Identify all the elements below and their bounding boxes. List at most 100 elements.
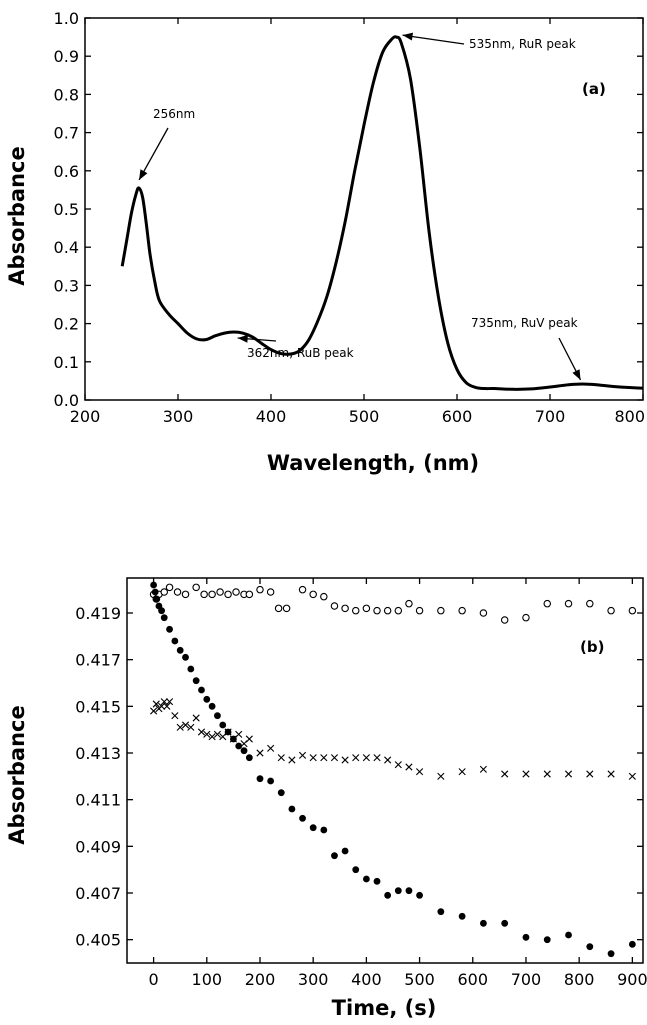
x-tick-label: 700 (511, 970, 542, 989)
cross-point (192, 714, 200, 722)
open-circle-point (160, 588, 168, 596)
filled-circle-point (362, 875, 370, 883)
open-circle-point (330, 602, 339, 610)
cross-point (362, 754, 370, 762)
open-circle-point (224, 590, 232, 599)
open-circle-point (458, 606, 466, 615)
y-tick-label: 0.9 (54, 47, 79, 66)
open-circle-point (181, 590, 190, 599)
open-circle-point (173, 588, 182, 596)
open-circle-point (628, 606, 637, 615)
y-tick-label: 0.413 (75, 744, 121, 763)
open-circle-point (437, 606, 445, 615)
plot-border (126, 577, 644, 964)
open-circle-point (479, 609, 488, 617)
y-tick-label: 0.6 (54, 162, 79, 181)
cross-point (501, 770, 509, 778)
open-circle-point (256, 585, 264, 594)
cross-point (203, 730, 211, 738)
open-circle-point (405, 599, 413, 608)
annotation-label: 362nm, RuB peak (247, 346, 354, 360)
filled-circle-point (628, 940, 636, 948)
x-tick-label: 800 (564, 970, 595, 989)
open-circle-point (564, 599, 573, 608)
filled-circle-point (214, 712, 221, 720)
filled-circle-point (320, 826, 328, 834)
plot-border (84, 17, 644, 401)
filled-circle-point (256, 775, 264, 783)
filled-circle-point (192, 677, 200, 685)
cross-point (165, 698, 174, 706)
open-circle-point (362, 604, 371, 613)
cross-point (267, 744, 275, 752)
filled-circle-point (176, 646, 184, 654)
cross-point (330, 754, 339, 762)
open-circle-point (266, 588, 275, 596)
y-tick-label: 0.415 (75, 697, 121, 716)
y-tick-label: 0.0 (54, 391, 79, 410)
filled-circle-point (416, 891, 423, 899)
filled-circle-point (150, 581, 157, 589)
y-tick-label: 0.4 (54, 238, 79, 257)
plot-frame (84, 17, 644, 401)
y-tick-label: 0.411 (75, 791, 121, 810)
x-tick-label: 200 (245, 970, 276, 989)
cross-point (458, 768, 466, 776)
x-tick-label: 0 (149, 970, 159, 989)
y-axis-title: Absorbance (5, 705, 29, 844)
open-circle-point (351, 606, 360, 615)
filled-circle-point (267, 777, 275, 785)
annotation-arrow-head (139, 169, 148, 180)
cross-point (298, 751, 307, 759)
filled-circle-point (288, 805, 296, 813)
x-tick-label: 700 (535, 407, 566, 426)
filled-circle-point (151, 588, 159, 596)
filled-circle-point (373, 877, 381, 885)
filled-circle-point (203, 695, 211, 703)
y-tick-label: 0.1 (54, 353, 79, 372)
cross-point (176, 723, 184, 731)
x-tick-label: 600 (442, 407, 473, 426)
cross-point (373, 754, 381, 762)
cross-point (394, 761, 402, 769)
x-tick-label: 100 (192, 970, 223, 989)
filled-circle-point (543, 936, 551, 944)
y-tick-label: 0.417 (75, 651, 121, 670)
scatter-series (149, 581, 637, 958)
peak-annotation: 256nm (138, 107, 195, 181)
open-circle-point (282, 604, 291, 613)
cross-point (277, 754, 285, 762)
x-tick-label: 300 (163, 407, 194, 426)
cross-point (181, 721, 190, 729)
axis-ticks (127, 578, 643, 963)
open-circle-point (586, 599, 594, 608)
y-tick-labels: 0.0 0.1 0.2 0.3 0.4 0.5 0.6 0.7 0.8 0.9 1.0 (54, 9, 79, 410)
cross-point (208, 733, 216, 741)
cross-point (150, 707, 158, 715)
cross-series (150, 698, 636, 780)
x-axis-title: Wavelength, (nm) (267, 451, 479, 475)
peak-annotations: 256nm 535nm, RuR peak 362nm, RuB peak 735nm… (138, 32, 582, 381)
peak-annotation: 362nm, RuB peak (237, 334, 354, 360)
filled-circle-point (331, 852, 338, 860)
time-absorbance-chart: 0 100 200 300 400 500 600 700 800 900 0.4050.4070… (5, 577, 647, 1020)
open-circle-point (200, 590, 208, 599)
cross-point (171, 712, 179, 720)
axis-ticks (84, 17, 644, 401)
cross-point (256, 749, 264, 757)
filled-circle-point (586, 943, 594, 951)
filled-circle-point (405, 887, 413, 895)
cross-point (157, 702, 166, 710)
filled-circle-point (240, 747, 248, 755)
y-tick-label: 0.2 (54, 315, 79, 334)
annotation-arrow-line (402, 34, 465, 45)
filled-circle-point (182, 653, 189, 661)
cross-point (235, 730, 243, 738)
open-circle-point (245, 590, 254, 599)
annotation-label: 735nm, RuV peak (471, 316, 578, 330)
filled-circle-point (171, 637, 179, 645)
cross-point (522, 770, 530, 778)
open-circle-point (320, 592, 328, 601)
cross-point (224, 728, 232, 736)
